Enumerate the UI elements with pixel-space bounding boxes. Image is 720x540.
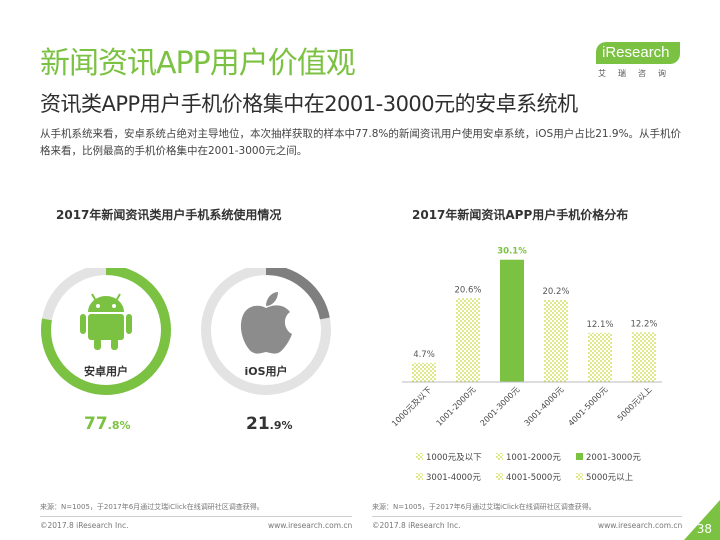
bar-4 (588, 332, 612, 382)
bar-1 (456, 298, 480, 382)
chart-legend: 1000元及以下 1001-2000元 2001-3000元 3001-4000元 40… (416, 453, 641, 483)
ios-ring-arc (201, 268, 331, 395)
x-tick-label-0: 1000元及以下 (390, 385, 433, 428)
android-label: 安卓用户 (84, 365, 128, 378)
ios-percent-dec: .9% (269, 419, 293, 432)
iresearch-logo: iResearch 艾瑞咨询 (596, 40, 680, 80)
bar-value-label-2: 30.1% (497, 247, 527, 257)
tick-labels: 1000元及以下 1001-2000元 2001-3000元 3001-4000元 40… (390, 385, 653, 428)
legend-swatch-1 (496, 453, 503, 460)
logo-bar (596, 42, 680, 64)
page-subtitle: 资讯类APP用户手机价格集中在2001-3000元的安卓系统机 (40, 92, 578, 116)
legend-swatch-3 (416, 473, 423, 480)
bar-value-label-4: 12.1% (586, 320, 613, 330)
right-source: 来源：N=1005，于2017年6月通过艾瑞iClick在线调研社区调查获得。 (372, 503, 596, 511)
legend-label-1: 1001-2000元 (506, 453, 561, 463)
left-footer-divider (40, 516, 352, 517)
legend-swatch-4 (496, 473, 503, 480)
bar-0 (412, 362, 436, 382)
android-ring-arc (41, 268, 171, 395)
page-title: 新闻资讯APP用户价值观 (40, 46, 356, 81)
legend-label-5: 5000元以上 (586, 473, 634, 483)
bar-value-label-3: 20.2% (542, 287, 569, 297)
x-tick-label-2: 2001-3000元 (479, 385, 522, 428)
left-url[interactable]: www.iresearch.com.cn (268, 521, 353, 530)
left-source: 来源：N=1005，于2017年6月通过艾瑞iClick在线调研社区调查获得。 (40, 503, 264, 511)
bars-layer: 4.7% 20.6% 30.1% 20.2% 12.1% 12.2% (412, 247, 658, 382)
legend-label-3: 3001-4000元 (426, 473, 481, 483)
x-tick-label-1: 1001-2000元 (435, 385, 478, 428)
android-percent: 77.8% (84, 414, 131, 434)
android-percent-dec: .8% (107, 419, 131, 432)
x-tick-label-4: 4001-5000元 (567, 385, 610, 428)
chart-title: 2017年新闻资讯APP用户手机价格分布 (412, 208, 629, 222)
ios-percent-int: 21 (246, 414, 270, 434)
corner-decoration (684, 500, 720, 540)
right-footer-divider (372, 516, 682, 517)
legend-swatch-0 (416, 453, 423, 460)
bar-value-label-1: 20.6% (454, 285, 481, 295)
left-copyright: ©2017.8 iResearch Inc. (40, 521, 129, 530)
right-url[interactable]: www.iresearch.com.cn (598, 521, 683, 530)
ios-percent: 21.9% (246, 414, 293, 434)
bar-value-label-5: 12.2% (630, 319, 657, 329)
price-bar-chart: 4.7%20.6%30.1%20.2%12.1% 12.2% 1000元及以下 10… (390, 247, 662, 483)
ios-label: iOS用户 (244, 365, 288, 378)
bar-2 (500, 259, 524, 382)
logo-subtext: 艾瑞咨询 (598, 69, 678, 78)
bar-value-label-0: 4.7% (413, 350, 435, 360)
x-tick-label-3: 3001-4000元 (523, 385, 566, 428)
legend-swatch-5 (576, 473, 583, 480)
legend-swatch-2 (576, 453, 583, 460)
bar-5 (632, 332, 656, 382)
android-percent-int: 77 (84, 414, 108, 434)
apple-icon (240, 292, 292, 354)
android-icon (80, 293, 132, 350)
bar-3 (544, 299, 568, 382)
right-copyright: ©2017.8 iResearch Inc. (372, 521, 461, 530)
os-donuts (41, 268, 331, 395)
os-usage-title: 2017年新闻资讯类用户手机系统使用情况 (56, 208, 282, 222)
legend-label-2: 2001-3000元 (586, 453, 641, 463)
logo-text: iResearch (602, 44, 670, 61)
x-tick-label-5: 5000元以上 (616, 385, 654, 423)
legend-label-4: 4001-5000元 (506, 473, 561, 483)
summary-text: 从手机系统来看，安卓系统占绝对主导地位，本次抽样获取的样本中77.8%的新闻资讯… (40, 128, 682, 157)
legend-label-0: 1000元及以下 (426, 453, 482, 463)
page-number: 38 (696, 522, 712, 536)
